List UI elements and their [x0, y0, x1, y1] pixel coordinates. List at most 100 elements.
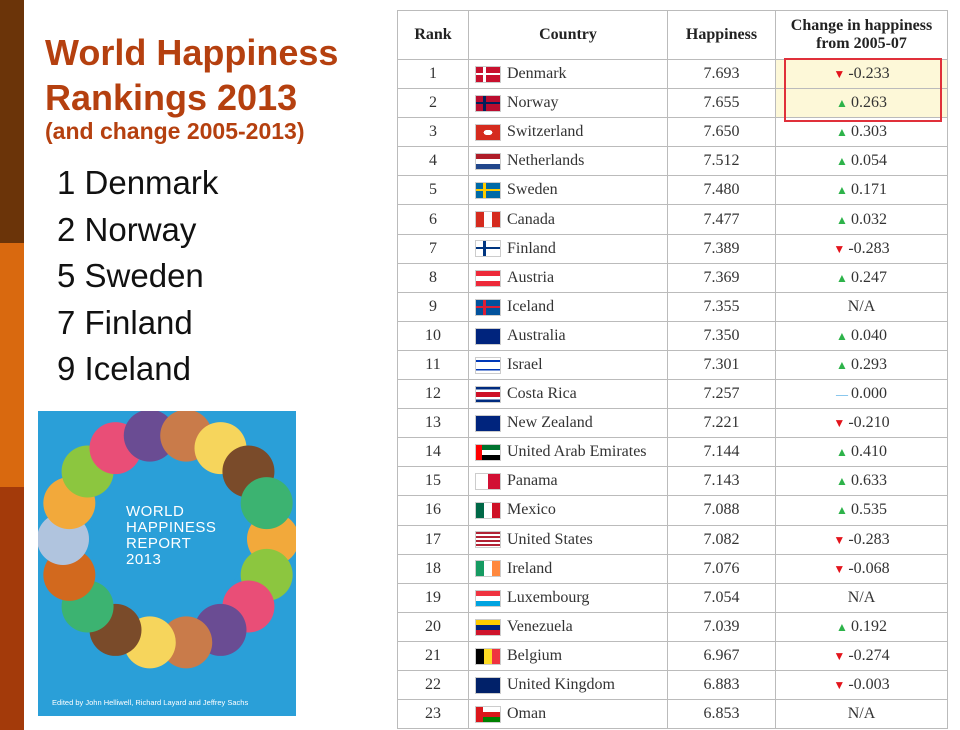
- country-name: Sweden: [507, 181, 558, 199]
- change-value: -0.274: [848, 646, 890, 664]
- rank-cell: 6: [397, 204, 469, 235]
- trend-icon: ▲: [836, 619, 848, 634]
- change-cell: ▲ 0.192: [775, 611, 948, 642]
- flag: [475, 327, 501, 345]
- change-cell: ▼ -0.068: [775, 553, 948, 584]
- country-name: Canada: [507, 210, 555, 228]
- happiness-cell: 7.039: [667, 611, 776, 642]
- header-cell: Happiness: [667, 10, 776, 60]
- happiness-cell: 7.389: [667, 233, 776, 264]
- rank-cell: 12: [397, 379, 469, 410]
- happiness-cell: 7.355: [667, 291, 776, 322]
- table-row: 8 Austria 7.369 ▲ 0.247: [397, 262, 948, 293]
- country-name: United Arab Emirates: [507, 443, 647, 461]
- table-row: 10 Australia 7.350 ▲ 0.040: [397, 320, 948, 351]
- country-cell: Belgium: [468, 640, 668, 671]
- happiness-cell: 7.350: [667, 320, 776, 351]
- change-value: 0.263: [851, 94, 887, 112]
- rank-cell: 3: [397, 117, 469, 148]
- country-name: Luxembourg: [507, 588, 590, 606]
- table-row: 12 Costa Rica 7.257—0.000: [397, 379, 948, 410]
- change-value: -0.068: [848, 559, 890, 577]
- flag: [475, 676, 501, 694]
- country-cell: Israel: [468, 349, 668, 381]
- rank-cell: 16: [397, 495, 469, 526]
- flag: [475, 269, 501, 287]
- country-name: Netherlands: [507, 152, 585, 170]
- table-row: 22 United Kingdom 6.883 ▼ -0.003: [397, 669, 948, 701]
- trend-icon: ▲: [836, 503, 848, 518]
- table-row: 6 Canada 7.477 ▲ 0.032: [397, 204, 948, 235]
- country-cell: United States: [468, 524, 668, 555]
- happiness-cell: 7.054: [667, 582, 776, 613]
- change-value: -0.283: [848, 239, 890, 257]
- change-value: -0.003: [848, 676, 890, 694]
- cover-art: [38, 411, 296, 669]
- country-cell: Austria: [468, 262, 668, 293]
- change-value: 0.040: [851, 326, 887, 344]
- table-row: 3 Switzerland 7.650 ▲ 0.303: [397, 117, 948, 148]
- flag: [475, 560, 501, 578]
- table-row: 9 Iceland 7.355 N/A: [397, 291, 948, 322]
- country-name: Denmark: [507, 65, 567, 83]
- flag: [475, 385, 501, 403]
- highlight-item: 1 Denmark: [57, 164, 219, 201]
- happiness-cell: 7.143: [667, 466, 776, 497]
- rank-cell: 2: [397, 88, 469, 119]
- happiness-cell: 7.655: [667, 88, 776, 119]
- trend-icon: ▲: [836, 125, 848, 140]
- rank-cell: 9: [397, 291, 469, 322]
- header-cell: Rank: [397, 10, 469, 60]
- highlight-item: 9 Iceland: [57, 350, 191, 387]
- table-row: 13 New Zealand 7.221 ▼ -0.210: [397, 408, 948, 439]
- country-cell: Norway: [468, 88, 668, 119]
- change-cell: ▲ 0.263: [775, 88, 948, 119]
- face: [123, 411, 176, 462]
- trend-icon: —: [836, 387, 848, 402]
- title: World Happiness Rankings 2013: [45, 32, 339, 118]
- rank-cell: 20: [397, 611, 469, 642]
- change-value: 0.293: [851, 355, 887, 373]
- table-row: 5 Sweden 7.480 ▲ 0.171: [397, 175, 948, 206]
- change-value: 0.171: [851, 181, 887, 199]
- highlight-list: 1 Denmark 2 Norway 5 Sweden 7 Finland 9 Icel…: [57, 160, 218, 393]
- country-name: Venezuela: [507, 617, 573, 635]
- change-cell: ▲ 0.303: [775, 117, 948, 148]
- country-name: United States: [507, 530, 593, 548]
- change-value: -0.210: [848, 414, 890, 432]
- change-cell: ▲ 0.410: [775, 437, 948, 468]
- change-cell: ▲ 0.054: [775, 146, 948, 177]
- change-value: N/A: [847, 588, 876, 606]
- change-cell: ▲ 0.293: [775, 349, 948, 381]
- trend-icon: ▲: [836, 212, 848, 227]
- change-cell: —0.000: [775, 379, 948, 410]
- country-cell: Ireland: [468, 553, 668, 584]
- change-value: -0.283: [848, 530, 890, 548]
- rank-cell: 18: [397, 553, 469, 584]
- change-cell: N/A: [775, 699, 948, 730]
- happiness-cell: 7.076: [667, 553, 776, 584]
- happiness-cell: 6.883: [667, 669, 776, 701]
- change-cell: ▼ -0.233: [775, 58, 948, 90]
- cover-title-line: WORLD: [126, 503, 185, 520]
- table-row: 11 Israel 7.301 ▲ 0.293: [397, 349, 948, 381]
- change-cell: N/A: [775, 582, 948, 613]
- change-value: 0.054: [851, 152, 887, 170]
- change-value: 0.192: [851, 617, 887, 635]
- table-row: 17 United States 7.082 ▼ -0.283: [397, 524, 948, 555]
- change-cell: ▲ 0.032: [775, 204, 948, 235]
- country-cell: Finland: [468, 233, 668, 264]
- flag: [475, 502, 501, 520]
- country-name: Israel: [507, 355, 543, 373]
- trend-icon: ▲: [836, 357, 848, 372]
- trend-icon: ▲: [836, 183, 848, 198]
- trend-icon: ▼: [833, 532, 846, 547]
- country-cell: New Zealand: [468, 408, 668, 439]
- country-cell: Mexico: [468, 495, 668, 526]
- table-row: 7 Finland 7.389 ▼ -0.283: [397, 233, 948, 264]
- flag: [475, 473, 501, 491]
- flag: [475, 298, 501, 316]
- change-value: 0.535: [851, 501, 887, 519]
- rank-cell: 17: [397, 524, 469, 555]
